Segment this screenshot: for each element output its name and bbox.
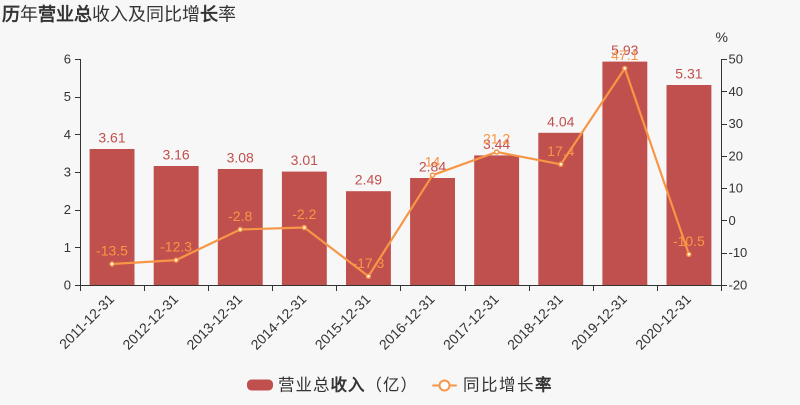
svg-text:-12.3: -12.3: [160, 239, 192, 255]
svg-text:3.44: 3.44: [483, 136, 510, 152]
svg-text:5: 5: [64, 89, 71, 104]
svg-text:4: 4: [64, 127, 71, 142]
svg-text:3.08: 3.08: [227, 150, 254, 166]
svg-text:5.93: 5.93: [611, 42, 638, 58]
svg-text:-10: -10: [729, 245, 748, 260]
svg-text:20: 20: [729, 148, 743, 163]
svg-text:历年营业总收入及同比增长率: 历年营业总收入及同比增长率: [2, 4, 236, 25]
svg-text:40: 40: [729, 84, 743, 99]
svg-text:3.16: 3.16: [162, 147, 189, 163]
svg-text:3.01: 3.01: [291, 152, 318, 168]
svg-text:50: 50: [729, 52, 743, 67]
svg-text:-20: -20: [729, 278, 748, 293]
svg-text:14: 14: [425, 154, 441, 170]
svg-text:-13.5: -13.5: [96, 243, 128, 259]
svg-text:17.4: 17.4: [547, 143, 574, 159]
svg-text:-17.3: -17.3: [352, 255, 384, 271]
svg-text:47.1: 47.1: [611, 47, 638, 63]
svg-text:30: 30: [729, 116, 743, 131]
svg-text:-2.8: -2.8: [228, 208, 252, 224]
svg-text:4.04: 4.04: [547, 113, 574, 129]
svg-text:1: 1: [64, 240, 71, 255]
svg-text:5.31: 5.31: [675, 66, 702, 82]
svg-text:-2.2: -2.2: [292, 206, 316, 222]
svg-text:2: 2: [64, 202, 71, 217]
svg-text:0: 0: [64, 278, 71, 293]
svg-text:3.61: 3.61: [98, 130, 125, 146]
svg-text:0: 0: [729, 213, 736, 228]
svg-text:营业总收入（亿）: 营业总收入（亿）: [278, 375, 418, 395]
svg-text:2.49: 2.49: [355, 172, 382, 188]
svg-text:-10.5: -10.5: [673, 233, 705, 249]
svg-text:3: 3: [64, 165, 71, 180]
svg-text:同比增长率: 同比增长率: [463, 375, 553, 395]
svg-text:21.2: 21.2: [483, 131, 510, 147]
svg-text:%: %: [716, 29, 728, 45]
svg-text:2.84: 2.84: [419, 159, 446, 175]
svg-text:6: 6: [64, 52, 71, 67]
svg-text:10: 10: [729, 181, 743, 196]
